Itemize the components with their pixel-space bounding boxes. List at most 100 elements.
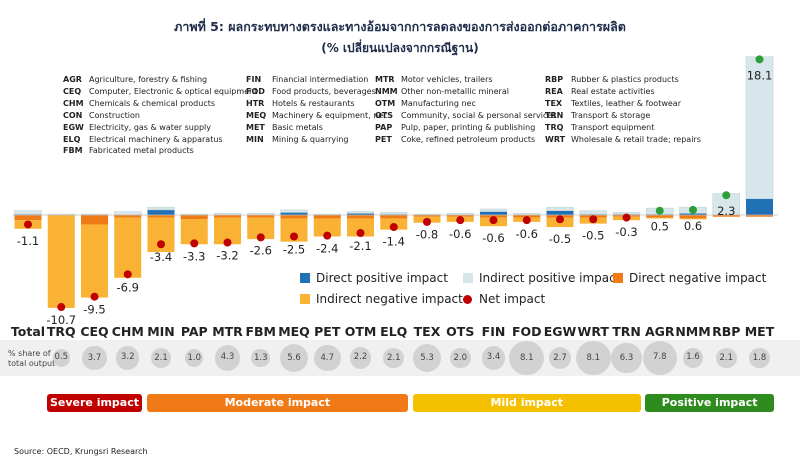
bar-direct-positive [579,214,607,215]
legend-indirect-negative-label: Indirect negative impact [316,292,463,306]
bar-indirect-positive [280,209,308,213]
bar-direct-positive [480,211,507,215]
net-impact-point [356,229,365,238]
share-label: % share of total output [8,349,55,369]
abbreviation-item: HTR Hotels & restaurants [246,98,388,110]
bar-direct-negative [712,215,740,217]
abbreviation-item: MEQ Machinery & equipment, nec [246,110,388,122]
bar-direct-negative [380,215,408,219]
abbreviation-column: FIN Financial intermediation FOD Food produ… [246,74,388,145]
abbreviation-column: RBP Rubber & plastics products REA Real est… [545,74,701,145]
category-label: NMM [675,324,711,339]
bar-indirect-negative [347,218,374,237]
abbreviation-name: Hotels & restaurants [272,98,355,108]
bar-direct-positive [380,214,408,215]
category-label: OTM [344,324,377,339]
bar-direct-negative [446,215,474,217]
net-impact-label: -2.6 [250,243,272,257]
abbreviation-name: Real estate activities [571,86,655,96]
abbreviation-name: Rubber & plastics products [571,75,679,84]
share-of-output-circle: 3.4 [481,346,506,370]
bar-direct-negative [280,215,308,219]
category-label: RBP [712,324,741,339]
legend-indirect-negative: Indirect negative impact [300,292,463,306]
net-impact-point [589,215,598,224]
category-label: MEQ [278,324,310,339]
net-impact-point [123,270,132,279]
net-impact-point [389,223,398,232]
legend-direct-negative: Direct negative impact [613,271,766,285]
net-impact-point [90,292,99,301]
net-impact-label: -3.3 [183,249,205,263]
share-of-output-circle: 5.6 [279,343,309,373]
abbreviation-item: RBP Rubber & plastics products [545,74,701,86]
category-label: Total [10,324,46,339]
bar-direct-negative [313,215,341,219]
category-label: CHM [111,324,144,339]
net-impact-label: 0.6 [684,219,702,233]
bar-indirect-positive [379,212,408,215]
bar-direct-negative [147,215,175,218]
category-label: MET [744,324,775,339]
abbreviation-item: AGR Agriculture, forestry & fishing [63,74,257,86]
abbreviation-name: Mining & quarrying [272,134,349,144]
abbreviation-code: CEQ [63,86,82,96]
legend-net-impact-label: Net impact [479,292,546,306]
legend-direct-positive-swatch [300,273,310,283]
abbreviation-column: AGR Agriculture, forestry & fishing CEQ Com… [63,74,257,157]
abbreviation-name: Electrical machinery & apparatus [89,134,223,144]
abbreviation-item: FBM Fabricated metal products [63,145,257,157]
share-of-output-circle: 2.1 [150,347,172,369]
abbreviation-name: Electricity, gas & water supply [89,122,211,132]
abbreviation-code: FBM [63,146,83,156]
abbreviation-item: TRQ Transport equipment [545,122,701,134]
abbreviation-item: TRN Transport & storage [545,110,701,122]
abbreviation-name: Machinery & equipment, nec [272,110,388,120]
net-impact-label: 0.5 [651,220,669,234]
net-impact-point [755,55,764,64]
abbreviation-name: Agriculture, forestry & fishing [89,75,208,84]
abbreviation-item: MET Basic metals [246,122,388,134]
impact-group-bar: Moderate impact [146,394,409,412]
share-of-output-circle: 2.7 [548,346,572,370]
net-impact-label: -0.5 [549,232,571,246]
legend-direct-positive-label: Direct positive impact [316,271,448,285]
abbreviation-code: NMM [375,86,398,96]
abbreviation-name: Transport equipment [571,122,655,132]
abbreviation-name: Financial intermediation [272,75,369,84]
bar-direct-negative [347,215,374,219]
bar-indirect-negative [47,215,75,308]
bar-direct-negative [180,215,208,220]
category-label: TEX [413,324,441,339]
bar-direct-negative [746,215,773,217]
abbreviation-name: Fabricated metal products [89,146,194,156]
abbreviation-item: PAP Pulp, paper, printing & publishing [375,122,556,134]
abbreviation-name: Computer, Electronic & optical equipment [89,86,258,96]
bar-direct-negative [14,215,42,221]
net-impact-point [423,217,431,226]
abbreviation-code: MET [246,122,265,132]
bar-indirect-negative [679,218,707,220]
bar-indirect-positive [113,211,142,216]
category-label: WRT [577,324,609,339]
bar-indirect-negative [247,217,275,240]
category-label: FBM [245,324,277,339]
net-impact-label: -6.9 [117,280,139,294]
net-impact-point [489,216,498,225]
abbreviation-name: Wholesale & retail trade; repairs [571,134,701,144]
net-impact-point [290,232,298,241]
bar-direct-negative [81,215,108,225]
abbreviation-item: NMM Other non-metallic mineral [375,86,556,98]
abbreviation-code: OTS [375,110,394,120]
abbreviation-item: CHM Chemicals & chemical products [63,98,257,110]
net-impact-point [57,303,66,312]
abbreviation-code: TRQ [545,122,564,132]
bar-direct-positive [147,209,175,215]
abbreviation-name: Coke, refined petroleum products [401,134,536,144]
legend-net-impact-marker [463,295,472,304]
net-impact-label: -2.1 [349,239,371,253]
bar-indirect-positive [479,208,508,212]
abbreviation-name: Motor vehicles, trailers [401,75,493,84]
legend-indirect-positive-label: Indirect positive impact [479,271,621,285]
